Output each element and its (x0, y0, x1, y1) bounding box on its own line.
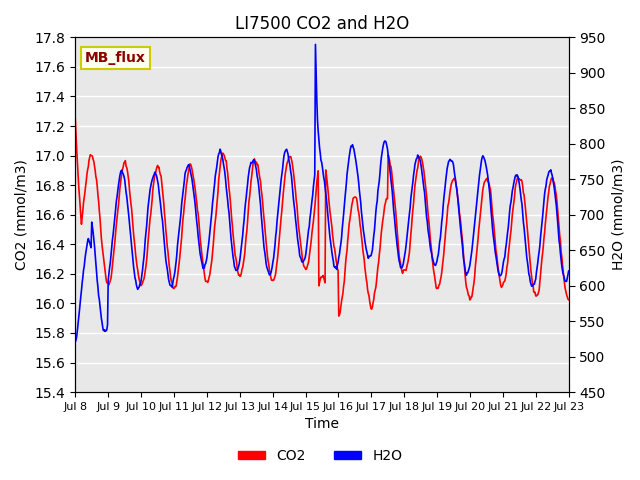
CO2 (81, 195, 88, 201)
CO2 (565, 297, 573, 302)
Y-axis label: CO2 (mmol/m3): CO2 (mmol/m3) (15, 159, 29, 270)
Line: CO2: CO2 (76, 119, 569, 316)
Text: MB_flux: MB_flux (85, 51, 146, 65)
H2O (382, 140, 390, 145)
H2O (72, 339, 79, 345)
H2O (312, 42, 319, 48)
H2O (565, 268, 573, 274)
Y-axis label: H2O (mmol/m3): H2O (mmol/m3) (611, 159, 625, 270)
CO2 (181, 196, 189, 202)
Line: H2O: H2O (76, 45, 569, 342)
CO2 (335, 313, 342, 319)
H2O (207, 216, 215, 222)
CO2 (72, 116, 79, 121)
H2O (81, 264, 88, 269)
H2O (397, 264, 404, 270)
H2O (131, 275, 139, 281)
X-axis label: Time: Time (305, 418, 339, 432)
CO2 (397, 260, 404, 266)
CO2 (382, 197, 390, 203)
H2O (181, 170, 189, 176)
Legend: CO2, H2O: CO2, H2O (232, 443, 408, 468)
CO2 (131, 244, 139, 250)
Title: LI7500 CO2 and H2O: LI7500 CO2 and H2O (235, 15, 409, 33)
CO2 (207, 262, 215, 267)
